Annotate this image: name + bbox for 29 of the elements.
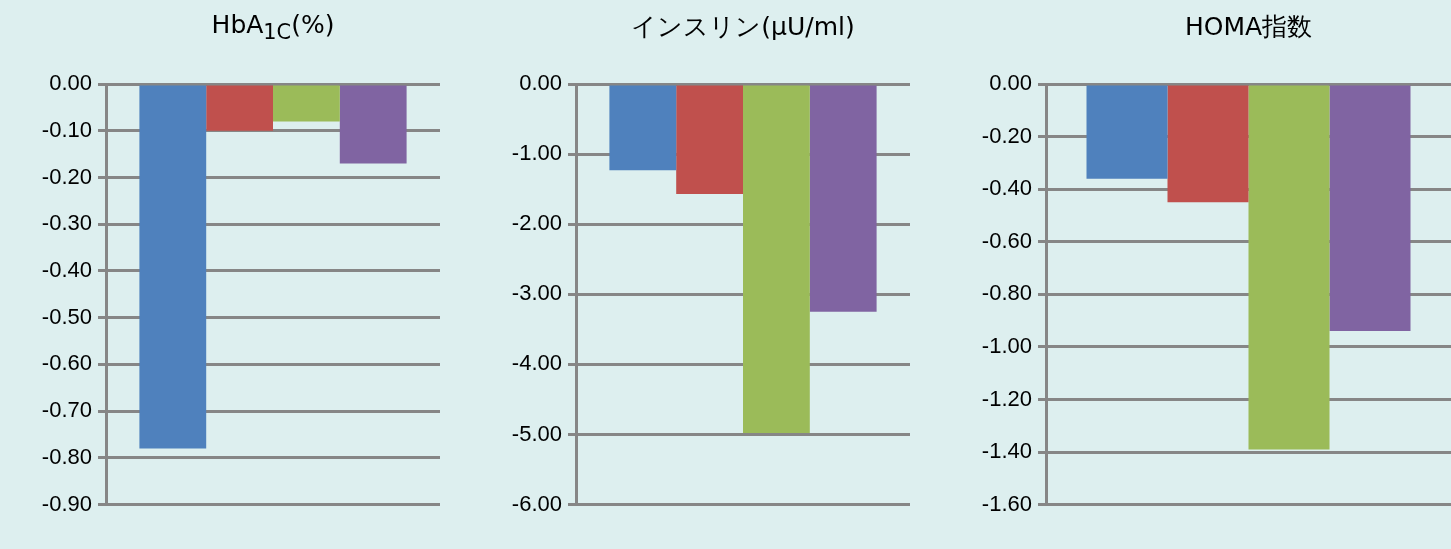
chart-title: HbA$_{1C}$(%) xyxy=(210,10,336,44)
y-tick-label: -5.00 xyxy=(511,420,562,446)
y-tick-label: 0.00 xyxy=(49,70,92,96)
y-tick-label: 0.00 xyxy=(519,70,562,96)
y-tick-label: -0.10 xyxy=(41,116,92,142)
y-tick-label: -0.40 xyxy=(981,175,1032,201)
y-tick-label: -1.00 xyxy=(511,140,562,166)
y-tick-label: -0.90 xyxy=(41,490,92,516)
y-tick-label: -1.40 xyxy=(981,438,1032,464)
y-tick-label: -0.70 xyxy=(41,397,92,423)
y-tick-label: -0.20 xyxy=(41,163,92,189)
y-tick-label: -2.00 xyxy=(511,210,562,236)
y-tick-label: -0.80 xyxy=(41,443,92,469)
y-tick-label: -3.00 xyxy=(511,280,562,306)
y-tick-label: -0.60 xyxy=(41,350,92,376)
y-tick-label: -4.00 xyxy=(511,350,562,376)
y-tick-label: -1.20 xyxy=(981,385,1032,411)
y-tick-label: -6.00 xyxy=(511,490,562,516)
y-tick-label: 0.00 xyxy=(989,70,1032,96)
y-tick-label: -0.20 xyxy=(981,122,1032,148)
y-tick-label: -0.50 xyxy=(41,303,92,329)
y-tick-label: -0.40 xyxy=(41,257,92,282)
chart-title: インスリン(μU/ml) xyxy=(630,11,856,43)
y-tick-label: -0.60 xyxy=(981,227,1032,253)
y-tick-label: -0.30 xyxy=(41,210,92,236)
y-tick-label: -0.80 xyxy=(981,280,1032,306)
y-tick-label: -1.60 xyxy=(981,490,1032,516)
y-tick-label: -1.00 xyxy=(981,332,1032,358)
chart-title: HOMA指数 xyxy=(1183,11,1314,43)
